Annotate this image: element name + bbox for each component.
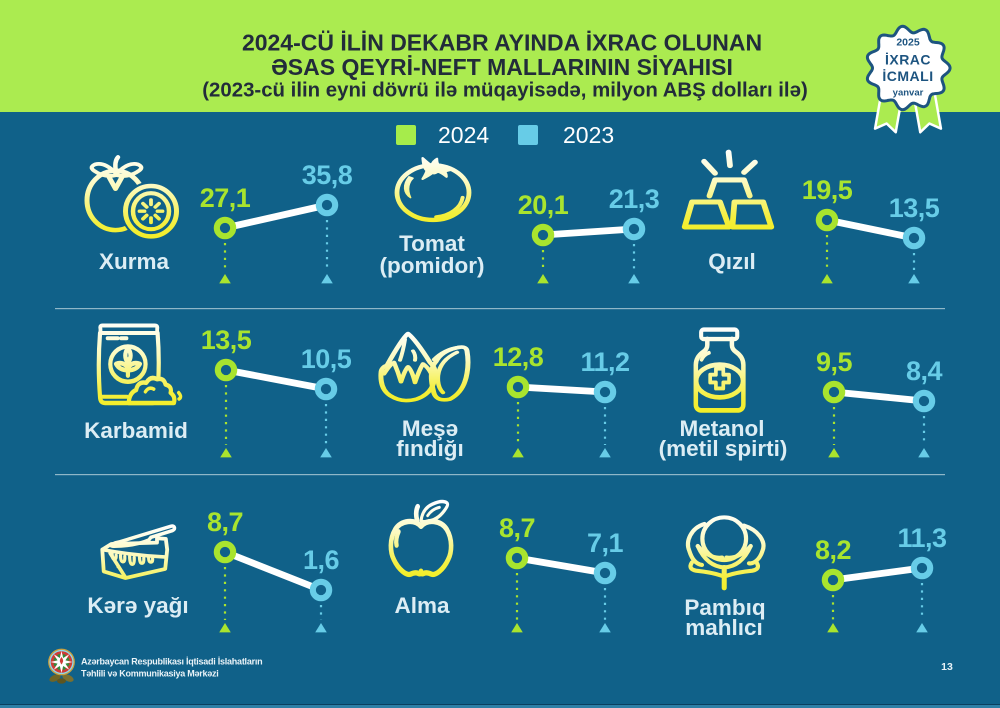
svg-text:8,7: 8,7 — [499, 513, 535, 543]
svg-text:(pomidor): (pomidor) — [380, 253, 485, 278]
svg-text:35,8: 35,8 — [302, 160, 353, 190]
svg-text:Meşə: Meşə — [402, 416, 458, 441]
svg-text:8,4: 8,4 — [906, 356, 943, 386]
svg-text:Azərbaycan Respublikası İqtisa: Azərbaycan Respublikası İqtisadi İslahat… — [81, 657, 262, 667]
svg-text:10,5: 10,5 — [301, 344, 352, 374]
svg-text:Metanol: Metanol — [679, 416, 764, 441]
svg-text:2024: 2024 — [438, 122, 489, 148]
svg-text:8,2: 8,2 — [815, 535, 851, 565]
svg-text:Xurma: Xurma — [99, 249, 170, 274]
svg-text:9,5: 9,5 — [816, 347, 853, 377]
svg-text:12,8: 12,8 — [493, 342, 544, 372]
svg-text:Pambıq: Pambıq — [684, 595, 765, 620]
svg-text:(2023-cü ilin eyni dövrü ilə m: (2023-cü ilin eyni dövrü ilə müqayisədə,… — [202, 80, 807, 102]
svg-text:11,3: 11,3 — [897, 523, 947, 553]
svg-text:20,1: 20,1 — [518, 190, 569, 220]
svg-text:13: 13 — [941, 661, 953, 673]
svg-text:Qızıl: Qızıl — [708, 249, 756, 274]
svg-text:11,2: 11,2 — [580, 347, 629, 377]
svg-text:İCMALI: İCMALI — [882, 68, 933, 84]
svg-text:yanvar: yanvar — [893, 88, 924, 99]
svg-text:27,1: 27,1 — [200, 183, 251, 213]
svg-text:Tomat: Tomat — [399, 231, 465, 256]
svg-text:2025: 2025 — [896, 37, 920, 49]
svg-text:13,5: 13,5 — [889, 193, 940, 223]
svg-text:Təhlili və Kommunikasiya Mərkə: Təhlili və Kommunikasiya Mərkəzi — [81, 669, 219, 679]
svg-text:fındığı: fındığı — [396, 436, 463, 461]
svg-text:2024-CÜ İLİN DEKABR AYINDA İXR: 2024-CÜ İLİN DEKABR AYINDA İXRAC OLUNAN — [242, 30, 762, 56]
svg-text:13,5: 13,5 — [201, 325, 252, 355]
svg-text:Kərə yağı: Kərə yağı — [87, 593, 188, 618]
svg-text:ƏSAS QEYRİ-NEFT MALLARININ SİY: ƏSAS QEYRİ-NEFT MALLARININ SİYAHISI — [271, 54, 733, 80]
svg-text:(metil spirti): (metil spirti) — [659, 436, 788, 461]
svg-text:Karbamid: Karbamid — [84, 418, 188, 443]
svg-text:İXRAC: İXRAC — [885, 52, 931, 68]
svg-text:1,6: 1,6 — [303, 545, 340, 575]
svg-text:Alma: Alma — [394, 593, 450, 618]
svg-text:19,5: 19,5 — [802, 175, 853, 205]
svg-text:8,7: 8,7 — [207, 507, 243, 537]
svg-text:2023: 2023 — [563, 122, 614, 148]
svg-text:21,3: 21,3 — [609, 184, 660, 214]
svg-text:mahlıcı: mahlıcı — [685, 615, 763, 640]
svg-text:7,1: 7,1 — [587, 528, 624, 558]
